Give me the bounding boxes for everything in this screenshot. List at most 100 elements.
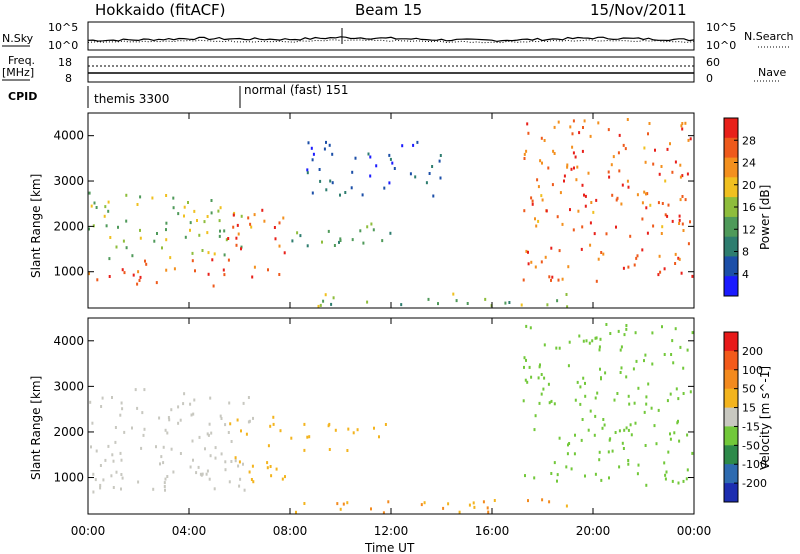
- plot-title: Hokkaido (fitACF): [95, 1, 226, 19]
- heatmap-cell: [131, 426, 133, 430]
- heatmap-cell: [543, 376, 546, 380]
- heatmap-cell: [238, 484, 241, 488]
- heatmap-cell: [570, 467, 573, 471]
- heatmap-cell: [584, 381, 586, 385]
- heatmap-cell: [621, 183, 624, 187]
- colorbar-swatch: [724, 369, 738, 390]
- heatmap-cell: [442, 506, 445, 510]
- heatmap-cell: [608, 476, 610, 480]
- heatmap-cell: [172, 206, 175, 210]
- heatmap-cell: [540, 392, 543, 396]
- heatmap-cell: [680, 271, 683, 275]
- heatmap-cell: [455, 299, 458, 303]
- heatmap-cell: [567, 443, 569, 447]
- heatmap-cell: [207, 272, 210, 276]
- heatmap-cell: [689, 137, 692, 141]
- heatmap-cell: [580, 438, 583, 442]
- heatmap-cell: [101, 396, 104, 400]
- heatmap-cell: [626, 118, 629, 121]
- heatmap-cell: [537, 376, 540, 380]
- heatmap-cell: [279, 429, 282, 433]
- heatmap-cell: [319, 303, 322, 307]
- heatmap-cell: [678, 222, 681, 225]
- power-y-label: Slant Range [km]: [29, 174, 43, 278]
- heatmap-cell: [210, 199, 213, 202]
- heatmap-cell: [616, 392, 619, 395]
- heatmap-cell: [225, 238, 228, 242]
- heatmap-cell: [604, 371, 607, 375]
- heatmap-cell: [333, 244, 336, 247]
- heatmap-cell: [306, 244, 309, 248]
- heatmap-cell: [674, 252, 677, 256]
- heatmap-cell: [627, 462, 630, 466]
- heatmap-cell: [531, 199, 534, 203]
- heatmap-cell: [266, 466, 269, 470]
- heatmap-cell: [566, 165, 569, 169]
- heatmap-cell: [648, 122, 651, 125]
- heatmap-cell: [649, 203, 652, 207]
- heatmap-cell: [522, 278, 525, 282]
- heatmap-cell: [541, 161, 543, 165]
- heatmap-cell: [125, 219, 128, 223]
- heatmap-cell: [525, 249, 528, 253]
- nave-label: Nave: [758, 66, 786, 79]
- heatmap-cell: [634, 331, 637, 335]
- power-colorbar-label: Power [dB]: [758, 185, 772, 250]
- heatmap-cell: [585, 339, 588, 343]
- heatmap-cell: [523, 356, 526, 360]
- heatmap-cell: [222, 268, 225, 272]
- heatmap-cell: [637, 386, 640, 390]
- heatmap-cell: [252, 480, 255, 484]
- heatmap-cell: [369, 155, 372, 159]
- heatmap-cell: [107, 444, 110, 448]
- heatmap-cell: [92, 472, 95, 476]
- x-axis-label: Time UT: [364, 541, 415, 554]
- y-tick-label: 4000: [53, 129, 84, 143]
- heatmap-cell: [134, 388, 137, 392]
- heatmap-cell: [140, 446, 143, 450]
- heatmap-cell: [607, 128, 610, 132]
- heatmap-cell: [212, 284, 215, 288]
- heatmap-cell: [673, 431, 676, 435]
- heatmap-cell: [322, 299, 325, 303]
- heatmap-cell: [388, 181, 391, 185]
- heatmap-cell: [196, 219, 198, 222]
- heatmap-cell: [553, 461, 556, 465]
- heatmap-cell: [207, 251, 210, 255]
- heatmap-cell: [523, 209, 526, 213]
- search-noise-label: N.Search: [744, 30, 794, 43]
- heatmap-cell: [119, 413, 122, 417]
- heatmap-cell: [388, 153, 391, 157]
- heatmap-cell: [240, 214, 243, 218]
- heatmap-cell: [247, 396, 250, 399]
- heatmap-cell: [352, 431, 355, 435]
- heatmap-cell: [318, 168, 321, 171]
- heatmap-cell: [643, 146, 646, 150]
- heatmap-cell: [167, 416, 170, 419]
- heatmap-cell: [166, 475, 169, 478]
- heatmap-cell: [534, 265, 537, 269]
- heatmap-cell: [625, 426, 628, 430]
- heatmap-cell: [636, 472, 639, 476]
- colorbar-swatch: [724, 236, 738, 257]
- heatmap-cell: [527, 262, 530, 266]
- cpid-segment-2: normal (fast) 151: [244, 83, 348, 97]
- colorbar-tick-label: -15: [742, 420, 760, 433]
- heatmap-cell: [525, 149, 528, 153]
- heatmap-cell: [651, 362, 654, 366]
- heatmap-cell: [534, 414, 537, 418]
- heatmap-cell: [660, 232, 663, 235]
- heatmap-cell: [131, 254, 134, 258]
- heatmap-cell: [531, 202, 534, 206]
- heatmap-cell: [195, 471, 198, 475]
- heatmap-cell: [526, 122, 529, 126]
- heatmap-cell: [88, 191, 91, 195]
- heatmap-cell: [324, 293, 327, 297]
- heatmap-cell: [548, 275, 551, 279]
- heatmap-cell: [427, 297, 430, 301]
- heatmap-cell: [109, 236, 112, 239]
- heatmap-cell: [613, 398, 616, 402]
- heatmap-cell: [595, 198, 598, 202]
- heatmap-cell: [619, 348, 622, 352]
- heatmap-cell: [321, 240, 323, 244]
